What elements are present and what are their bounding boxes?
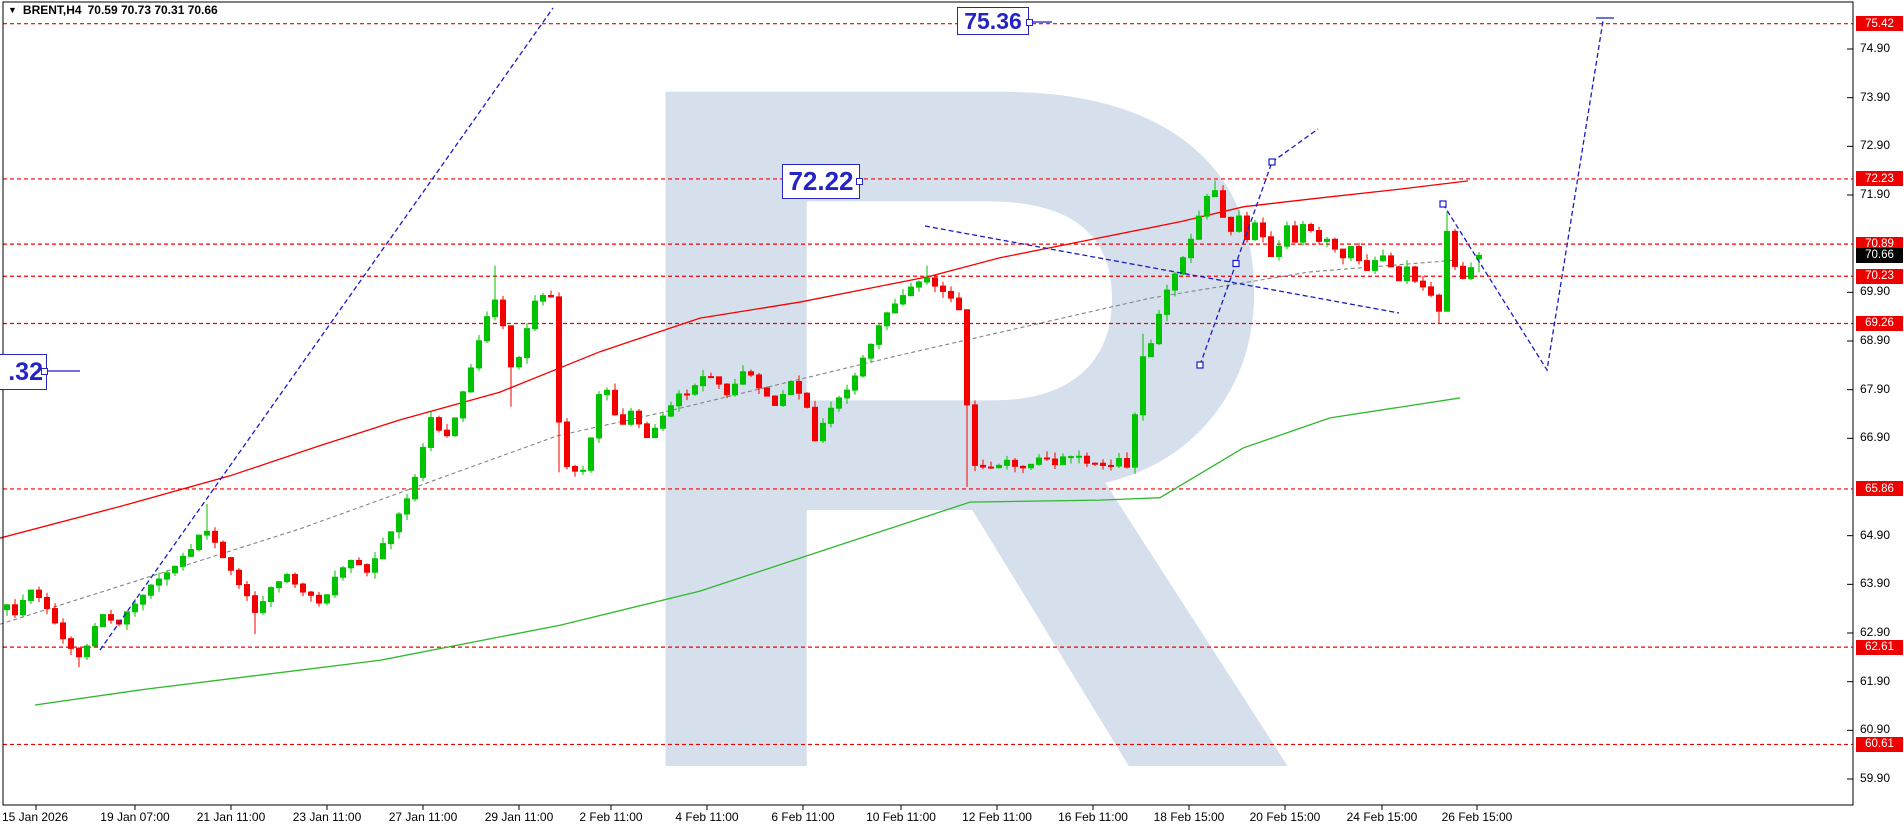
x-axis-tick-label: 20 Feb 15:00 bbox=[1249, 810, 1321, 824]
trend-lines[interactable] bbox=[44, 7, 1614, 651]
x-axis-tick-label: 2 Feb 11:00 bbox=[579, 810, 643, 824]
x-axis-tick-label: 21 Jan 11:00 bbox=[196, 810, 266, 824]
y-axis-tick-label: 59.90 bbox=[1860, 771, 1891, 785]
price-annotation-32[interactable]: .32 bbox=[0, 354, 47, 390]
ma-red-line[interactable] bbox=[0, 180, 1469, 539]
trendline-handle[interactable] bbox=[1268, 158, 1276, 166]
y-axis-tick-label: 64.90 bbox=[1860, 527, 1891, 542]
x-axis-tick-label: 27 Jan 11:00 bbox=[388, 810, 458, 824]
candles bbox=[4, 180, 1482, 668]
y-axis-tick-label: 72.90 bbox=[1860, 138, 1891, 153]
current-price-badge: 70.66 bbox=[1856, 247, 1903, 263]
y-axis-tick-label: 66.90 bbox=[1860, 430, 1891, 445]
annotation-text: .32 bbox=[8, 357, 43, 386]
price-level-badge: 70.23 bbox=[1856, 268, 1903, 284]
collapse-arrow-icon[interactable]: ▼ bbox=[8, 5, 17, 15]
plot-border bbox=[2, 1, 1854, 810]
price-level-badge: 69.26 bbox=[1856, 315, 1903, 331]
annotation-handle[interactable] bbox=[1026, 19, 1033, 26]
trendline-handle[interactable] bbox=[1439, 200, 1447, 208]
ma-green-line[interactable] bbox=[34, 397, 1461, 706]
y-axis-tick-label: 69.90 bbox=[1860, 284, 1891, 299]
annotation-handle[interactable] bbox=[41, 368, 48, 375]
ma-gray-dashed-line[interactable] bbox=[0, 259, 1456, 625]
y-axis-tick-label: 63.90 bbox=[1860, 576, 1891, 591]
annotation-text: 72.22 bbox=[788, 166, 854, 196]
price-annotation-75-36[interactable]: 75.36 bbox=[957, 7, 1029, 35]
trendline-handle[interactable] bbox=[1196, 361, 1204, 369]
y-axis-tick-label: 71.90 bbox=[1860, 187, 1891, 201]
x-axis-tick-label: 6 Feb 11:00 bbox=[771, 810, 835, 824]
annotation-handle[interactable] bbox=[856, 178, 863, 185]
price-annotation-72-22[interactable]: 72.22 bbox=[782, 164, 860, 199]
x-axis-tick-label: 10 Feb 11:00 bbox=[866, 810, 936, 824]
x-axis-tick-label: 4 Feb 11:00 bbox=[675, 810, 739, 824]
y-axis-tick-label: 62.90 bbox=[1860, 625, 1891, 639]
price-level-lines bbox=[3, 23, 1853, 746]
x-axis-tick-label: 19 Jan 07:00 bbox=[100, 810, 170, 824]
y-axis-tick-label: 74.90 bbox=[1860, 41, 1891, 55]
trendline-handle[interactable] bbox=[1232, 259, 1240, 268]
x-axis-tick-label: 29 Jan 11:00 bbox=[484, 810, 554, 824]
annotation-text: 75.36 bbox=[964, 7, 1022, 34]
y-axis-tick-label: 60.90 bbox=[1860, 722, 1891, 737]
x-axis-tick-label: 15 Jan 2026 bbox=[2, 810, 69, 824]
price-level-badge: 72.23 bbox=[1856, 171, 1903, 187]
watermark-letter: R bbox=[600, 0, 1308, 830]
y-axis-tick-label: 61.90 bbox=[1860, 673, 1891, 688]
y-axis-tick-label: 67.90 bbox=[1860, 381, 1891, 396]
symbol-timeframe-label: BRENT,H4 bbox=[22, 3, 82, 17]
trendline-steep-ascending[interactable] bbox=[99, 7, 554, 651]
y-axis-tick-label: 68.90 bbox=[1860, 333, 1891, 347]
price-level-badge: 75.42 bbox=[1856, 16, 1903, 32]
price-level-badge: 62.61 bbox=[1856, 639, 1903, 655]
trendline-selected-extension[interactable] bbox=[1271, 128, 1319, 163]
x-axis-tick-label: 12 Feb 11:00 bbox=[962, 810, 1032, 824]
projection-zigzag[interactable] bbox=[1442, 20, 1604, 372]
x-axis-tick-label: 18 Feb 15:00 bbox=[1153, 810, 1225, 824]
x-axis-tick-label: 16 Feb 11:00 bbox=[1058, 810, 1128, 824]
x-axis-tick-label: 24 Feb 15:00 bbox=[1346, 810, 1418, 824]
trendline-descending[interactable] bbox=[924, 225, 1400, 314]
ohlc-quote-label: 70.59 70.73 70.31 70.66 bbox=[87, 3, 218, 17]
x-axis-tick-label: 26 Feb 15:00 bbox=[1441, 810, 1513, 824]
chart-title: ▼ BRENT,H4 70.59 70.73 70.31 70.66 bbox=[8, 3, 218, 17]
y-axis-tick-label: 73.90 bbox=[1860, 89, 1891, 104]
price-level-badge: 65.86 bbox=[1856, 481, 1903, 497]
x-axis-tick-label: 23 Jan 11:00 bbox=[292, 810, 362, 824]
price-level-badge: 60.61 bbox=[1856, 736, 1903, 752]
